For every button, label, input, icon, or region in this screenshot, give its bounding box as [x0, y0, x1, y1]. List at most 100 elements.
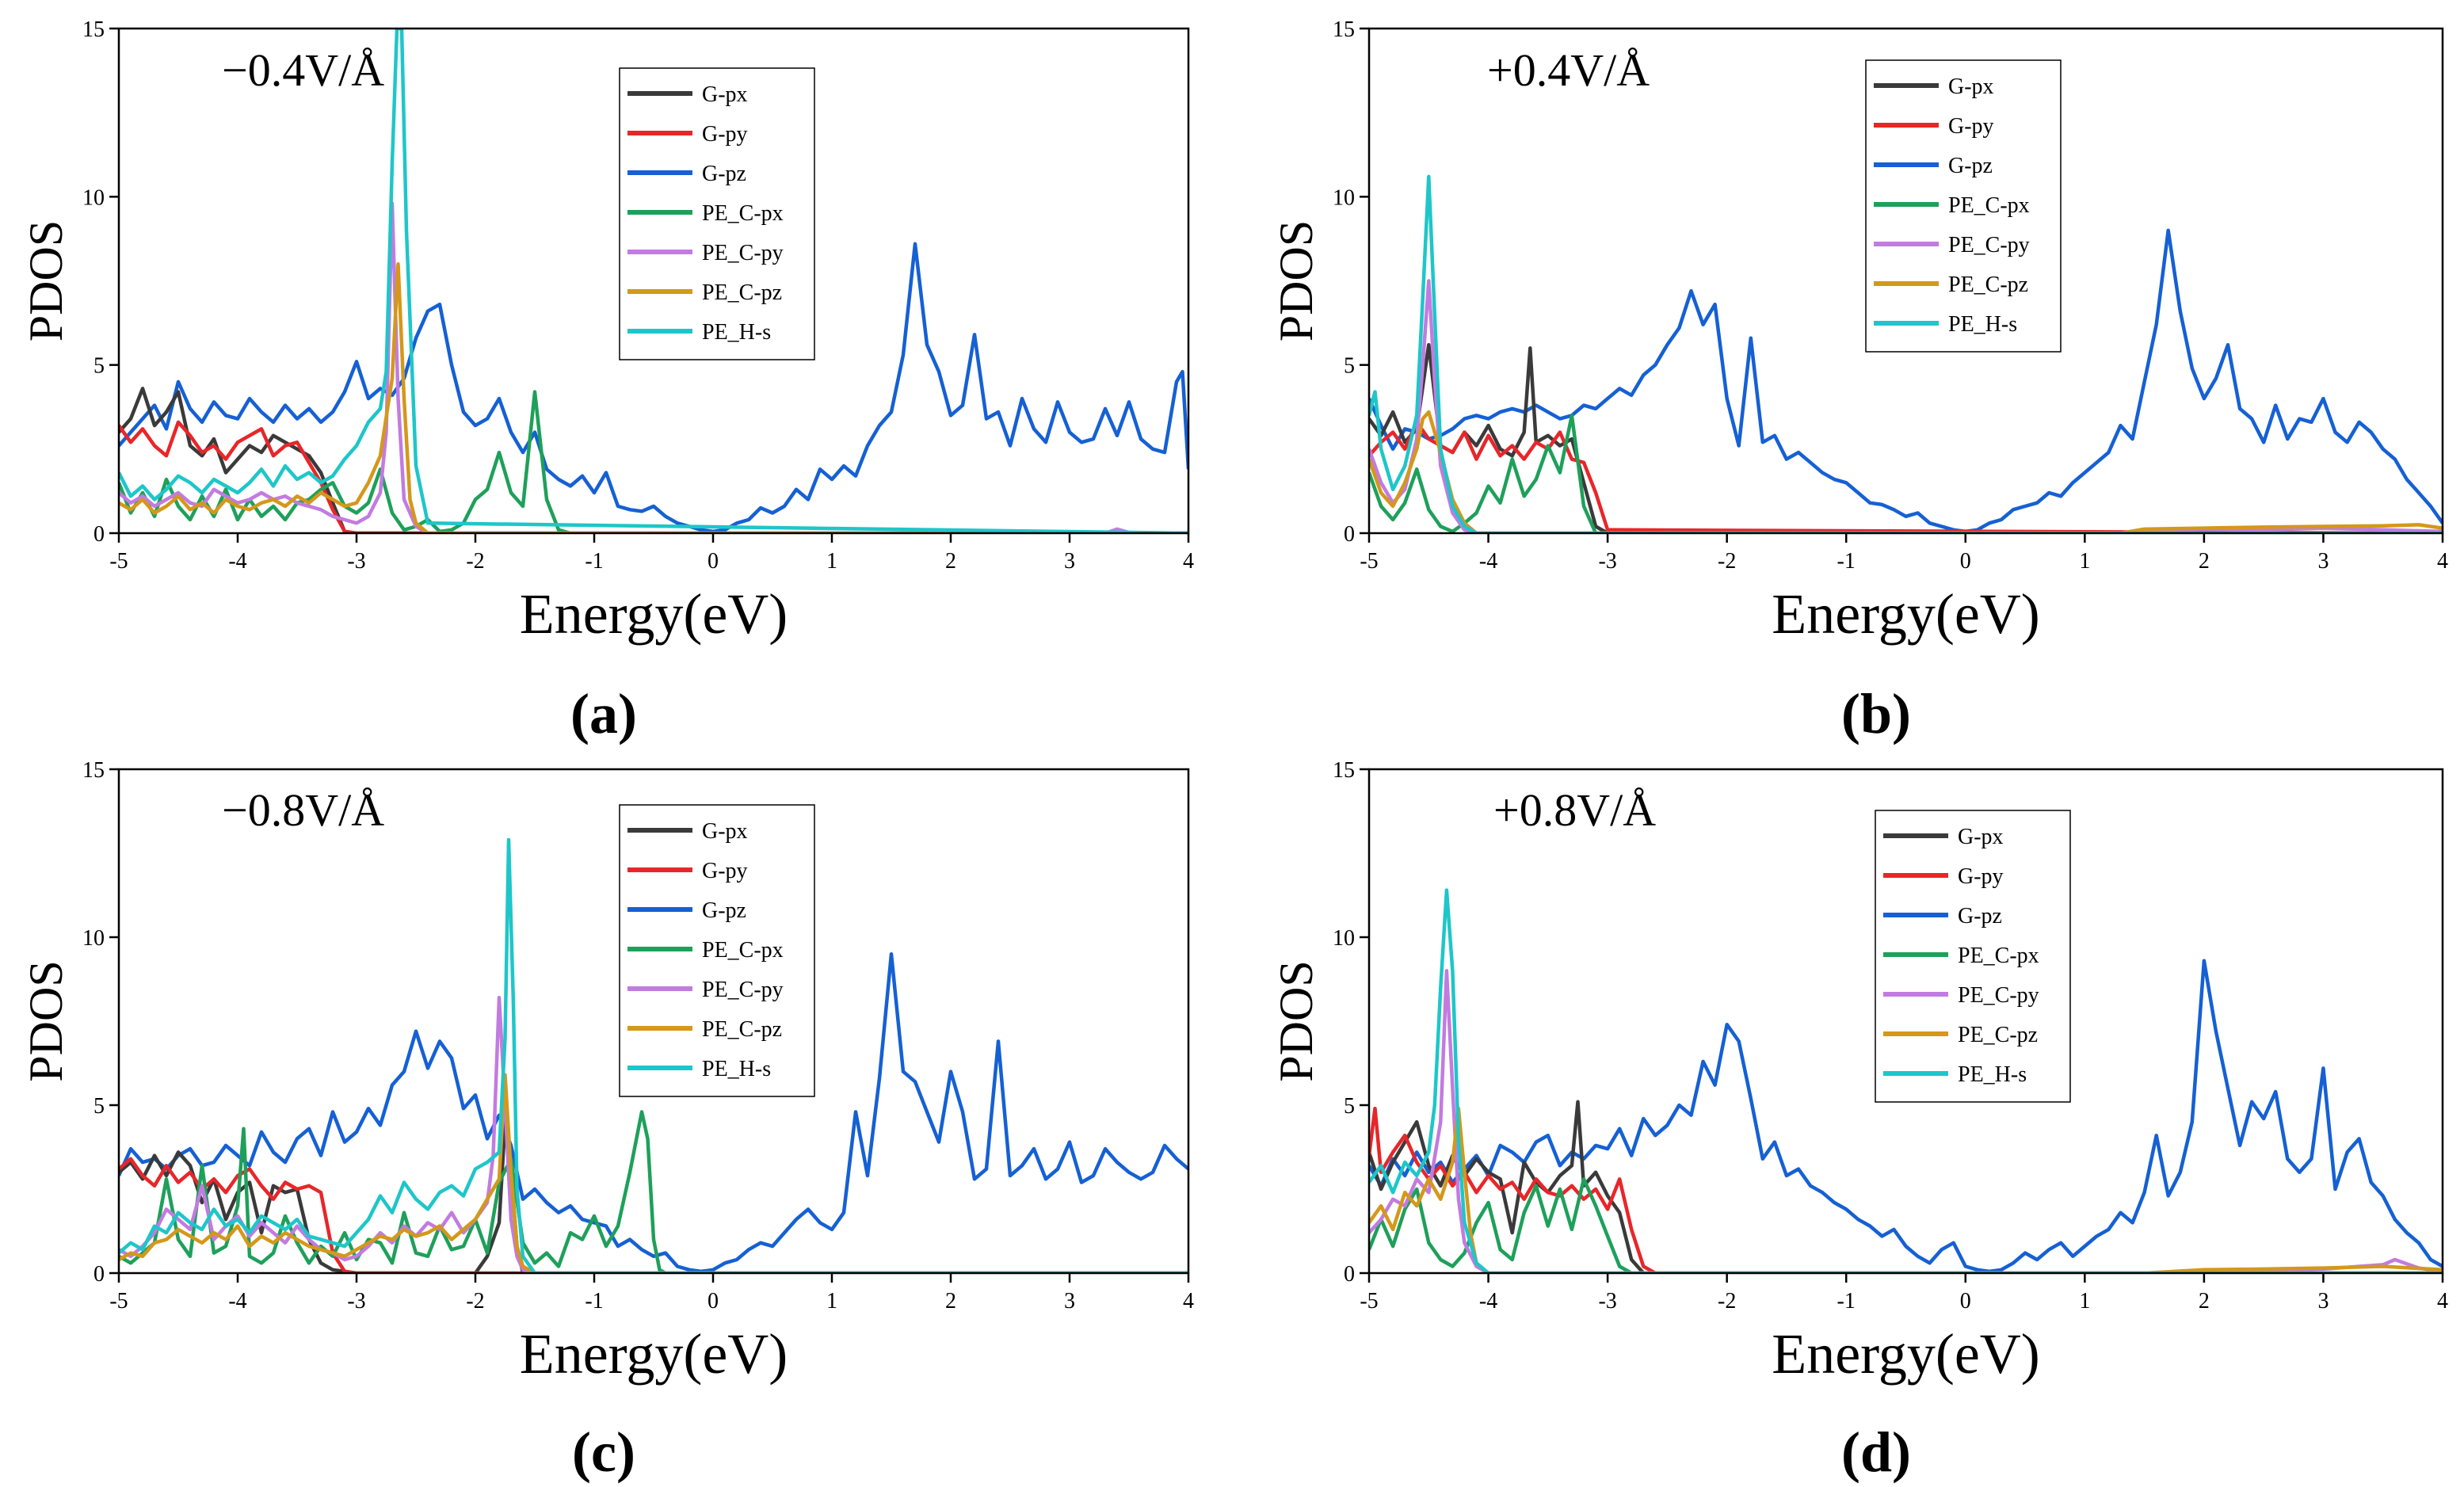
- y-tick-label: 10: [82, 185, 105, 210]
- x-tick-label: -2: [1718, 549, 1736, 574]
- series-line-pe-c-px: [119, 1110, 1188, 1273]
- y-axis-label: PDOS: [1270, 960, 1322, 1081]
- x-tick-label: 0: [1960, 549, 1971, 574]
- legend-label: G-py: [702, 122, 748, 147]
- x-tick-label: 4: [2437, 549, 2448, 574]
- x-tick-label: -5: [109, 549, 128, 574]
- x-tick-label: 1: [826, 549, 837, 574]
- legend-label: G-pz: [702, 898, 746, 923]
- series-line-pe-c-pz: [1369, 410, 2443, 533]
- x-tick-label: -5: [1360, 1289, 1378, 1314]
- series-line-g-py: [119, 1157, 1188, 1273]
- y-tick-label: 15: [1333, 758, 1355, 783]
- series-line-pe-c-pz: [119, 262, 1188, 533]
- x-tick-label: 4: [1183, 549, 1194, 574]
- x-tick-label: -4: [1479, 549, 1497, 574]
- legend-label: PE_C-pz: [702, 1017, 782, 1042]
- legend-label: PE_C-px: [702, 938, 784, 963]
- series-line-g-py: [1369, 1106, 2443, 1273]
- x-tick-label: -4: [1479, 1289, 1497, 1314]
- x-tick-label: 0: [708, 549, 719, 574]
- y-tick-label: 15: [82, 758, 105, 783]
- legend-label: PE_H-s: [702, 320, 771, 345]
- x-tick-label: 0: [1960, 1289, 1971, 1314]
- panel-label: (a): [570, 682, 637, 745]
- y-tick-label: 15: [1333, 17, 1355, 42]
- series-line-pe-c-py: [1369, 279, 2443, 533]
- panel-d: -5 -4 -3 -2 -1 0 1 2 3 4 0 5 10 15 Energy(eV) PDOS +0.8V…: [1270, 758, 2448, 1484]
- y-axis-label: PDOS: [20, 960, 72, 1081]
- series-line-pe-h-s: [1369, 888, 2443, 1273]
- x-tick-label: -3: [1598, 1289, 1616, 1314]
- x-axis-label: Energy(eV): [1772, 1322, 2040, 1386]
- legend-label: PE_C-pz: [1958, 1023, 2038, 1047]
- x-axis-label: Energy(eV): [520, 1322, 788, 1386]
- x-tick-label: -1: [585, 549, 603, 574]
- legend-label: PE_C-pz: [702, 280, 782, 305]
- series-line-pe-c-pz: [119, 1073, 1188, 1273]
- legend-label: G-pz: [702, 162, 746, 186]
- x-tick-label: -1: [1837, 549, 1856, 574]
- x-tick-label: 3: [1064, 1289, 1075, 1314]
- y-tick-label: 10: [1333, 185, 1355, 210]
- x-tick-label: 2: [945, 549, 956, 574]
- field-annotation: +0.4V/Å: [1487, 44, 1650, 96]
- series-line-pe-c-px: [1369, 414, 2443, 533]
- legend-label: PE_C-px: [1948, 193, 2030, 218]
- legend-label: G-py: [1948, 114, 1994, 139]
- y-tick-label: 10: [1333, 926, 1355, 951]
- x-tick-label: 3: [2317, 1289, 2329, 1314]
- x-tick-label: -2: [466, 1289, 484, 1314]
- series-line-pe-h-s: [1369, 174, 2443, 533]
- series-line-pe-c-py: [119, 201, 1188, 533]
- x-tick-label: 1: [826, 1289, 837, 1314]
- x-tick-label: -3: [1598, 549, 1616, 574]
- panel-a: -5 -4 -3 -2 -1 0 1 2 3 4 0 5 10 15 Energy(eV) PDOS −0.4V…: [20, 17, 1194, 745]
- field-annotation: −0.4V/Å: [222, 44, 384, 96]
- field-annotation: +0.8V/Å: [1493, 784, 1656, 836]
- field-annotation: −0.8V/Å: [222, 784, 384, 836]
- panel-label: (b): [1841, 682, 1911, 745]
- legend-label: PE_C-py: [1948, 233, 2030, 257]
- series-line-pe-c-pz: [1369, 1106, 2443, 1273]
- x-tick-label: 2: [2199, 1289, 2210, 1314]
- y-tick-label: 0: [1344, 522, 1355, 547]
- y-tick-label: 0: [93, 522, 105, 547]
- series-line-g-pz: [119, 242, 1188, 533]
- x-tick-label: -1: [1837, 1289, 1856, 1314]
- x-tick-label: 3: [2317, 549, 2329, 574]
- legend-label: G-px: [1958, 825, 2004, 849]
- legend-label: G-px: [702, 819, 748, 844]
- series-line-pe-c-py: [119, 996, 1188, 1273]
- x-tick-label: -3: [347, 549, 365, 574]
- x-tick-label: -4: [228, 1289, 246, 1314]
- x-tick-label: 1: [2079, 549, 2090, 574]
- plot-frame: [117, 27, 1190, 535]
- series-line-g-px: [119, 1119, 1188, 1273]
- series-line-g-px: [1369, 1100, 2443, 1273]
- x-tick-label: 0: [708, 1289, 719, 1314]
- legend-label: G-pz: [1958, 904, 2002, 928]
- legend-label: PE_C-px: [702, 201, 784, 226]
- legend-label: G-pz: [1948, 154, 1993, 178]
- panel-b: -5 -4 -3 -2 -1 0 1 2 3 4 0 5 10 15 Energy(eV) PDOS +0.4V…: [1270, 17, 2448, 745]
- legend-label: G-px: [702, 82, 748, 107]
- x-axis-label: Energy(eV): [520, 582, 788, 646]
- y-tick-label: 5: [93, 1094, 105, 1119]
- x-tick-label: 4: [2437, 1289, 2448, 1314]
- y-tick-label: 5: [1344, 1094, 1355, 1119]
- x-axis-label: Energy(eV): [1772, 582, 2040, 646]
- panel-label: (d): [1841, 1420, 1911, 1484]
- legend-label: PE_C-py: [1958, 983, 2039, 1008]
- x-tick-label: -5: [109, 1289, 128, 1314]
- legend-label: G-py: [1958, 864, 2004, 889]
- legend-label: PE_C-px: [1958, 944, 2039, 968]
- plot-frame: [1367, 768, 2444, 1275]
- x-tick-label: 2: [945, 1289, 956, 1314]
- legend-label: G-px: [1948, 74, 1994, 99]
- plot-frame: [117, 768, 1190, 1275]
- legend-label: PE_C-pz: [1948, 273, 2028, 297]
- x-tick-label: -2: [466, 549, 484, 574]
- series-line-pe-h-s: [119, 837, 1188, 1273]
